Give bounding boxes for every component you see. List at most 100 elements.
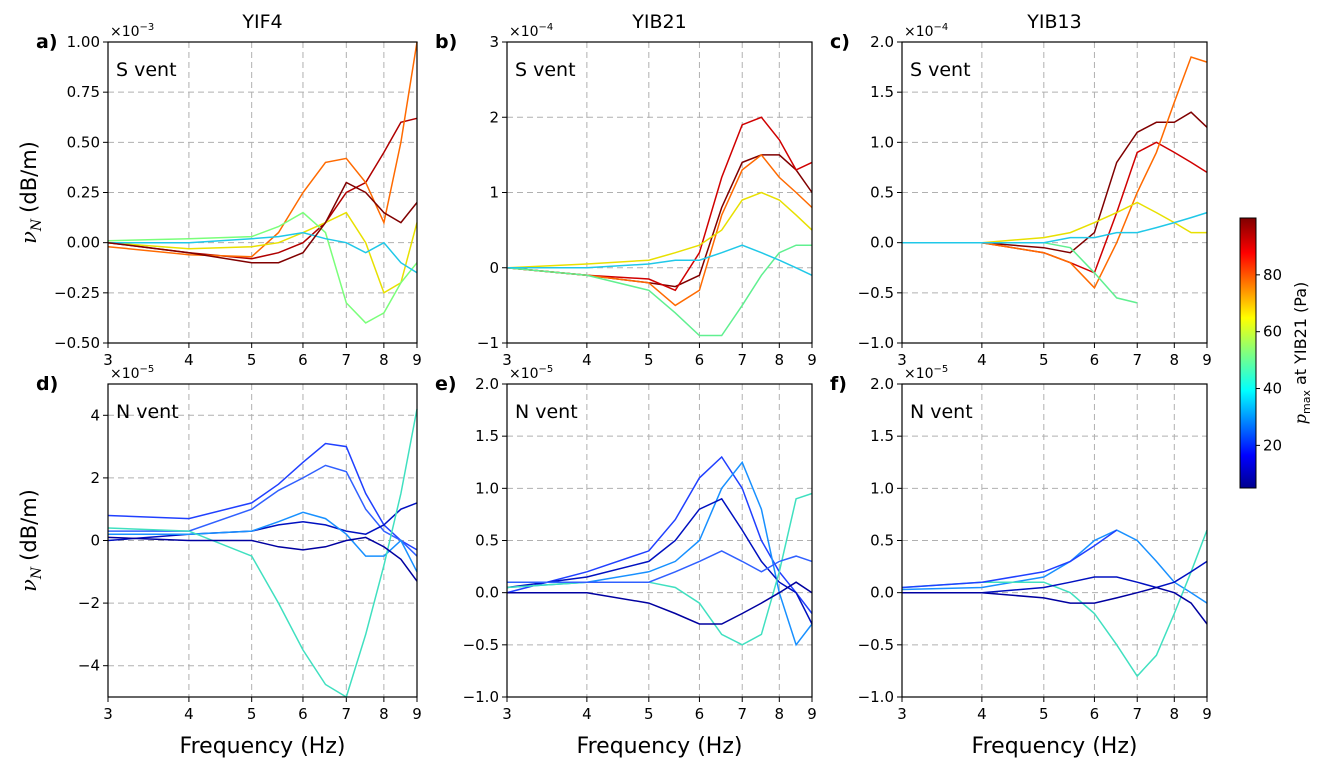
y-tick-label: 3 xyxy=(489,33,499,51)
annotation: N vent xyxy=(515,401,578,423)
offset-exponent: −5 xyxy=(539,364,554,375)
x-tick-label: 5 xyxy=(644,705,654,723)
y-tick-label: 1.00 xyxy=(67,33,100,51)
y-tick-label: −0.5 xyxy=(858,284,894,302)
panel-label: a) xyxy=(36,31,58,53)
x-tick-label: 6 xyxy=(1090,351,1100,369)
y-tick-label: 4 xyxy=(90,406,100,424)
x-tick-label: 8 xyxy=(775,351,785,369)
y-tick-label: 0.00 xyxy=(67,234,100,252)
offset-exponent: −5 xyxy=(140,364,155,375)
x-tick-label: 8 xyxy=(379,705,389,723)
y-label-symbol: ν xyxy=(17,231,41,244)
curve xyxy=(506,244,812,337)
x-tick-label: 5 xyxy=(247,705,257,723)
curve xyxy=(506,191,813,269)
colorbar-tick-label: 40 xyxy=(1263,380,1282,398)
curve xyxy=(902,586,1208,625)
x-axis-label: Frequency (Hz) xyxy=(972,734,1138,759)
x-tick-label: 8 xyxy=(1170,351,1180,369)
y-tick-label: 0.0 xyxy=(870,584,894,602)
y-tick-label: 2 xyxy=(90,469,100,487)
axes-frame xyxy=(107,41,418,344)
y-tick-label: 1.5 xyxy=(870,427,894,445)
y-tick-label: 1.0 xyxy=(870,133,894,151)
y-label-subscript: N xyxy=(29,218,45,232)
curve xyxy=(107,41,418,258)
colorbar-tick-label: 80 xyxy=(1263,266,1282,284)
curve xyxy=(902,56,1208,290)
y-tick-label: 0.50 xyxy=(67,133,100,151)
offset-label: ×10−4 xyxy=(509,22,553,40)
y-tick-label: 2 xyxy=(489,108,499,126)
panel-label: c) xyxy=(830,31,850,53)
x-tick-label: 8 xyxy=(379,351,389,369)
curve xyxy=(107,211,418,294)
y-tick-label: −0.5 xyxy=(463,636,499,654)
x-tick-label: 8 xyxy=(1170,705,1180,723)
x-tick-label: 6 xyxy=(298,705,308,723)
panel-title: YIB13 xyxy=(1026,11,1081,33)
curve xyxy=(107,408,418,699)
x-tick-label: 9 xyxy=(807,351,817,369)
offset-label: ×10−5 xyxy=(110,364,154,382)
offset-label: ×10−5 xyxy=(509,364,553,382)
curve xyxy=(506,497,813,625)
curve xyxy=(902,211,1208,244)
offset-label: ×10−3 xyxy=(110,22,154,40)
curve xyxy=(506,455,813,614)
curve xyxy=(107,536,418,582)
x-tick-label: 6 xyxy=(695,705,705,723)
annotation: N vent xyxy=(910,401,973,423)
x-tick-label: 4 xyxy=(184,351,194,369)
x-tick-label: 3 xyxy=(897,351,907,369)
x-tick-label: 5 xyxy=(644,351,654,369)
curve xyxy=(506,116,813,292)
x-tick-label: 9 xyxy=(1202,705,1212,723)
y-tick-label: 2.0 xyxy=(870,33,894,51)
curve xyxy=(107,181,418,264)
offset-base: ×10 xyxy=(110,24,140,40)
x-tick-label: 3 xyxy=(897,705,907,723)
y-tick-label: 1.5 xyxy=(475,427,499,445)
x-tick-label: 7 xyxy=(1132,351,1142,369)
curve xyxy=(901,529,1208,678)
colorbar-tick-label: 20 xyxy=(1263,436,1282,454)
y-tick-label: 0.0 xyxy=(870,234,894,252)
x-tick-label: 3 xyxy=(103,705,113,723)
y-tick-label: 0.0 xyxy=(475,584,499,602)
x-tick-label: 7 xyxy=(737,351,747,369)
panel-label: d) xyxy=(36,373,58,395)
axes-frame xyxy=(901,383,1208,698)
y-axis-label: νN (dB/m) xyxy=(17,141,45,244)
curve xyxy=(507,550,813,583)
panel-title: YIF4 xyxy=(241,11,282,33)
y-label-unit: (dB/m) xyxy=(17,489,41,561)
y-tick-label: 0.25 xyxy=(67,184,100,202)
curve xyxy=(507,244,813,276)
x-tick-label: 4 xyxy=(582,705,592,723)
y-tick-label: 1.5 xyxy=(870,83,894,101)
y-tick-label: −0.5 xyxy=(858,636,894,654)
axes-frame xyxy=(506,41,813,344)
x-tick-label: 9 xyxy=(412,351,422,369)
annotation: S vent xyxy=(910,59,971,81)
offset-base: ×10 xyxy=(904,24,934,40)
curve xyxy=(507,581,813,625)
offset-label: ×10−4 xyxy=(904,22,948,40)
y-tick-label: 0.75 xyxy=(67,83,100,101)
curve xyxy=(108,511,418,573)
curve xyxy=(107,442,418,551)
x-tick-label: 6 xyxy=(298,351,308,369)
y-tick-label: 2.0 xyxy=(870,375,894,393)
panel-title: YIB21 xyxy=(631,11,686,33)
offset-base: ×10 xyxy=(509,24,539,40)
x-tick-label: 3 xyxy=(103,351,113,369)
curve xyxy=(107,211,418,324)
annotation: N vent xyxy=(116,401,179,423)
x-tick-label: 7 xyxy=(1132,705,1142,723)
x-tick-label: 7 xyxy=(737,705,747,723)
axes-frame xyxy=(107,383,418,698)
